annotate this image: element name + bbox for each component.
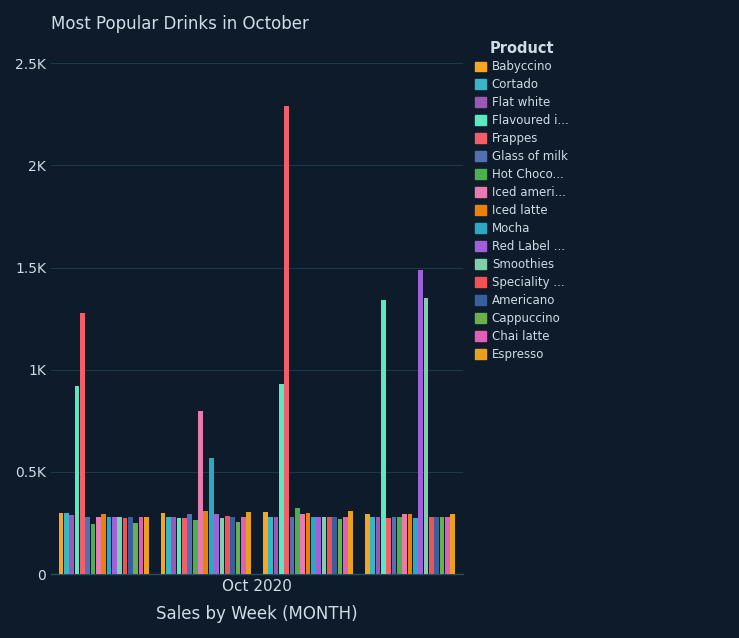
Bar bbox=[386, 518, 391, 574]
Text: Most Popular Drinks in October: Most Popular Drinks in October bbox=[51, 15, 309, 33]
Bar bbox=[139, 517, 143, 574]
Bar bbox=[58, 513, 64, 574]
Bar bbox=[290, 517, 294, 574]
Bar bbox=[101, 514, 106, 574]
Bar bbox=[203, 510, 208, 574]
Bar bbox=[429, 517, 434, 574]
Bar bbox=[161, 513, 166, 574]
Bar bbox=[397, 517, 401, 574]
Bar bbox=[188, 514, 192, 574]
Bar bbox=[365, 514, 370, 574]
Bar bbox=[225, 516, 230, 574]
Legend: Babyccino, Cortado, Flat white, Flavoured i..., Frappes, Glass of milk, Hot Choc: Babyccino, Cortado, Flat white, Flavoure… bbox=[473, 38, 571, 363]
Bar bbox=[64, 513, 69, 574]
Bar bbox=[91, 524, 95, 574]
Bar bbox=[418, 270, 423, 574]
Bar bbox=[112, 517, 117, 574]
Bar bbox=[343, 517, 347, 574]
Bar bbox=[445, 517, 449, 574]
Bar bbox=[236, 522, 240, 574]
Bar bbox=[316, 517, 321, 574]
Bar bbox=[305, 513, 310, 574]
X-axis label: Sales by Week (MONTH): Sales by Week (MONTH) bbox=[156, 605, 358, 623]
Bar bbox=[96, 517, 101, 574]
Bar bbox=[128, 517, 133, 574]
Bar bbox=[75, 386, 79, 574]
Bar bbox=[295, 508, 299, 574]
Bar bbox=[413, 518, 418, 574]
Bar bbox=[246, 512, 251, 574]
Bar bbox=[263, 512, 268, 574]
Bar bbox=[230, 517, 235, 574]
Bar bbox=[193, 520, 197, 574]
Bar bbox=[348, 511, 353, 574]
Bar bbox=[268, 517, 273, 574]
Bar bbox=[392, 517, 396, 574]
Bar bbox=[338, 519, 342, 574]
Bar bbox=[370, 517, 375, 574]
Bar bbox=[273, 517, 278, 574]
Bar bbox=[435, 517, 439, 574]
Bar bbox=[171, 517, 176, 574]
Bar bbox=[423, 298, 429, 574]
Bar bbox=[86, 517, 90, 574]
Bar bbox=[375, 517, 381, 574]
Bar bbox=[300, 514, 305, 574]
Bar bbox=[214, 514, 219, 574]
Bar bbox=[198, 411, 202, 574]
Bar bbox=[241, 517, 245, 574]
Bar bbox=[381, 300, 386, 574]
Bar bbox=[118, 517, 122, 574]
Bar bbox=[321, 517, 326, 574]
Bar bbox=[182, 518, 187, 574]
Bar bbox=[440, 517, 444, 574]
Bar bbox=[450, 514, 455, 574]
Bar bbox=[327, 517, 332, 574]
Bar bbox=[123, 518, 128, 574]
Bar bbox=[311, 517, 316, 574]
Bar bbox=[219, 518, 224, 574]
Bar bbox=[144, 517, 149, 574]
Bar bbox=[279, 384, 284, 574]
Bar bbox=[285, 106, 289, 574]
Bar bbox=[166, 517, 171, 574]
Bar bbox=[408, 514, 412, 574]
Bar bbox=[69, 515, 74, 574]
Bar bbox=[333, 517, 337, 574]
Bar bbox=[134, 523, 138, 574]
Bar bbox=[80, 313, 85, 574]
Bar bbox=[402, 514, 407, 574]
Bar bbox=[209, 457, 214, 574]
Bar bbox=[177, 518, 182, 574]
Bar bbox=[106, 517, 112, 574]
